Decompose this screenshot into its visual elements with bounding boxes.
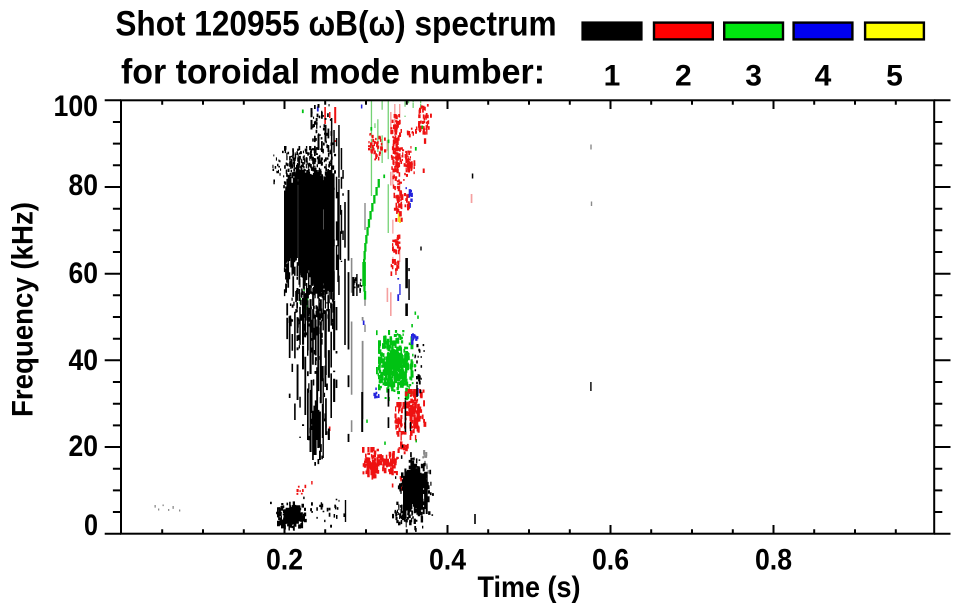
svg-text:4: 4 (815, 60, 832, 93)
svg-text:0.2: 0.2 (266, 543, 303, 576)
svg-text:0.6: 0.6 (592, 543, 629, 576)
svg-text:2: 2 (675, 60, 692, 93)
svg-text:20: 20 (69, 430, 99, 463)
svg-text:40: 40 (69, 344, 99, 377)
svg-text:80: 80 (69, 169, 99, 202)
svg-text:60: 60 (69, 257, 99, 290)
svg-text:100: 100 (54, 90, 99, 123)
svg-text:0.8: 0.8 (755, 543, 792, 576)
svg-text:3: 3 (745, 60, 762, 93)
svg-text:Frequency (kHz): Frequency (kHz) (7, 202, 40, 417)
svg-text:for toroidal mode number:: for toroidal mode number: (121, 53, 545, 92)
svg-text:5: 5 (886, 60, 903, 93)
svg-text:Time (s): Time (s) (478, 571, 581, 604)
svg-text:0: 0 (84, 509, 98, 542)
svg-text:Shot 120955 ωB(ω) spectrum: Shot 120955 ωB(ω) spectrum (115, 5, 556, 44)
svg-text:1: 1 (604, 60, 621, 93)
svg-text:0.4: 0.4 (429, 543, 466, 576)
